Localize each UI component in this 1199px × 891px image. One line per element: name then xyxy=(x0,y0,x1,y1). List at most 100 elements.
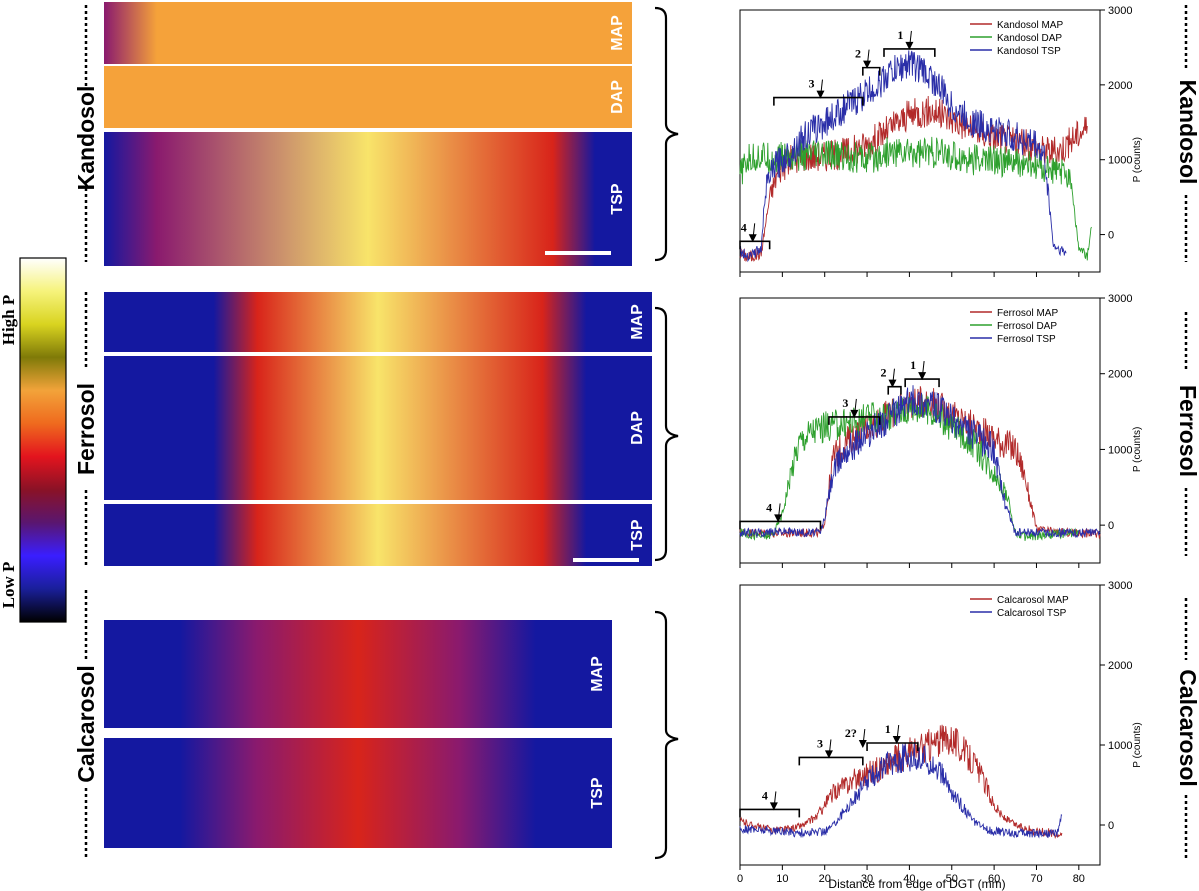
y-tick-label: 3000 xyxy=(1108,5,1132,17)
phase-arrow-head xyxy=(888,379,897,388)
left-label-ferrosol: Ferrosol xyxy=(73,292,99,565)
phase-arrow-head xyxy=(824,750,833,759)
phase-bracket xyxy=(739,808,801,818)
phase-arrow-head xyxy=(918,372,927,381)
phase-annotation: 1 xyxy=(883,28,936,57)
left-soil-label: Ferrosol xyxy=(73,383,99,475)
dgt-image: MAP xyxy=(104,2,632,64)
right-label-ferrosol: Ferrosol xyxy=(1175,312,1199,556)
phase-label: 2 xyxy=(880,366,886,380)
y-tick-label: 3000 xyxy=(1108,293,1132,305)
colorbar-high-label: High P xyxy=(0,295,18,346)
right-label-calcarosol: Calcarosol xyxy=(1175,598,1199,860)
left-soil-label: Kandosol xyxy=(73,86,99,191)
phase-annotation: 4 xyxy=(739,500,822,530)
legend-label: Calcarosol TSP xyxy=(997,608,1067,619)
series-line xyxy=(739,50,1067,263)
legend-label: Ferrosol MAP xyxy=(997,308,1058,319)
phase-arrow-head xyxy=(892,736,901,744)
phase-arrow-head xyxy=(863,60,872,69)
x-tick-label: 20 xyxy=(819,873,831,885)
phase-bracket xyxy=(798,756,864,766)
phase-annotation: 4 xyxy=(739,220,771,250)
series-line xyxy=(739,386,1101,539)
phase-annotation: 2 xyxy=(880,366,902,395)
right-soil-labels: Kandosol Ferrosol Calcarosol xyxy=(1175,5,1199,860)
dgt-image: TSP xyxy=(104,504,652,566)
scale-bar xyxy=(573,558,639,562)
x-tick-label: 70 xyxy=(1030,873,1042,885)
phase-bracket xyxy=(887,385,902,395)
phase-arrow-head xyxy=(858,740,867,748)
y-tick-label: 1000 xyxy=(1108,444,1132,456)
dgt-image-label: DAP xyxy=(629,411,646,445)
x-tick-label: 10 xyxy=(776,873,788,885)
phase-arrow-head xyxy=(748,234,757,243)
x-tick-label: 30 xyxy=(861,873,873,885)
dgt-image: DAP xyxy=(104,66,632,128)
x-tick-label: 50 xyxy=(946,873,958,885)
dgt-image: DAP xyxy=(104,356,652,500)
brace-ferrosol xyxy=(654,306,679,562)
phase-annotation: 3 xyxy=(773,77,864,106)
dgt-image-fill xyxy=(104,132,632,266)
colorbar-low-label: Low P xyxy=(0,562,18,609)
phase-bracket xyxy=(773,96,864,106)
y-tick-label: 1000 xyxy=(1108,155,1132,167)
legend-label: Kandosol MAP xyxy=(997,20,1063,31)
dgt-image: MAP xyxy=(104,620,612,728)
phase-arrow-head xyxy=(905,41,914,50)
phase-bracket xyxy=(862,66,881,76)
x-tick-label: 40 xyxy=(903,873,915,885)
legend-label: Ferrosol DAP xyxy=(997,321,1057,332)
x-tick-label: 80 xyxy=(1073,873,1085,885)
phase-annotation: 4 xyxy=(739,788,801,818)
brace-kandosol xyxy=(654,6,679,262)
phase-arrow-head xyxy=(774,514,783,523)
dgt-image-label: MAP xyxy=(589,656,606,692)
y-tick-label: 2000 xyxy=(1108,369,1132,381)
phase-arrow-head xyxy=(850,409,859,418)
legend-label: Calcarosol MAP xyxy=(997,595,1069,606)
legend-label: Kandosol TSP xyxy=(997,46,1061,57)
phase-bracket xyxy=(739,240,771,250)
legend-label: Ferrosol TSP xyxy=(997,334,1056,345)
phase-annotation: 1 xyxy=(904,358,940,388)
dgt-image: TSP xyxy=(104,738,612,848)
phase-label: 1 xyxy=(910,358,916,372)
dgt-image-label: TSP xyxy=(609,183,626,214)
y-tick-label: 2000 xyxy=(1108,660,1132,672)
dgt-image-label: TSP xyxy=(589,777,606,808)
x-tick-label: 0 xyxy=(737,873,743,885)
y-tick-label: 3000 xyxy=(1108,580,1132,592)
line-chart: 0 1000 2000 3000 P (counts) 0 10 20 30 40 50 60 70 80… xyxy=(737,580,1143,885)
left-label-kandosol: Kandosol xyxy=(73,5,99,262)
phase-label: 2? xyxy=(845,726,857,740)
series-line xyxy=(739,385,1101,539)
phase-bracket xyxy=(739,520,822,530)
phase-arrow-head xyxy=(816,90,825,99)
phase-label: 4 xyxy=(762,788,768,802)
right-soil-label: Ferrosol xyxy=(1175,385,1199,477)
legend-label: Kandosol DAP xyxy=(997,33,1062,44)
dgt-image: MAP xyxy=(104,292,652,352)
scale-bar xyxy=(545,251,611,255)
phase-label: 1 xyxy=(897,28,903,42)
phase-label: 4 xyxy=(766,500,772,514)
phase-label: 3 xyxy=(842,396,848,410)
x-tick-label: 60 xyxy=(988,873,1000,885)
y-axis-label: P (counts) xyxy=(1132,427,1143,472)
y-tick-label: 0 xyxy=(1108,820,1114,832)
phase-annotation: 2 xyxy=(855,47,881,76)
dgt-image-fill xyxy=(104,738,612,848)
brace-calcarosol xyxy=(654,610,679,860)
y-tick-label: 0 xyxy=(1108,520,1114,532)
plot-area xyxy=(739,584,1101,866)
dgt-image-label: TSP xyxy=(629,519,646,550)
y-axis-label: P (counts) xyxy=(1132,722,1143,767)
phase-label: 3 xyxy=(808,77,814,91)
line-chart: 0 1000 2000 3000 P (counts) Kandosol MAP Kando… xyxy=(739,5,1143,277)
phase-label: 2 xyxy=(855,47,861,61)
